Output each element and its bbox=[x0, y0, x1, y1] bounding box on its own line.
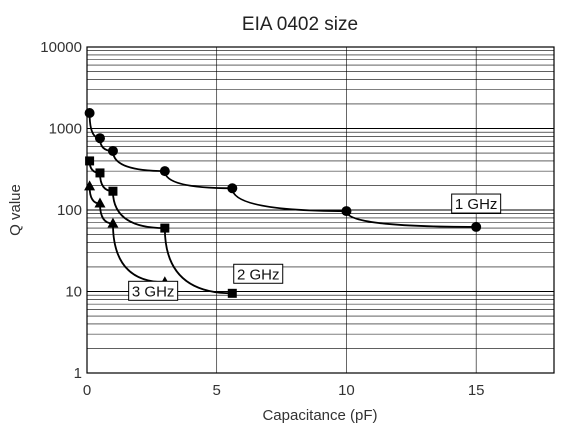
series-1-ghz: 1 GHz bbox=[84, 107, 502, 232]
x-tick-label: 0 bbox=[83, 382, 91, 399]
series-line bbox=[88, 186, 165, 284]
data-point bbox=[471, 221, 482, 232]
data-point bbox=[227, 183, 238, 194]
series-label: 2 GHz bbox=[237, 266, 280, 283]
y-axis-ticks: 1 10 100 1000 10000 bbox=[40, 39, 82, 382]
x-axis-ticks: 0 5 10 15 bbox=[83, 382, 485, 399]
y-axis-label: Q value bbox=[7, 184, 24, 236]
data-point bbox=[85, 156, 95, 166]
series-label-box bbox=[451, 193, 502, 214]
y-tick-label: 10000 bbox=[40, 39, 82, 56]
x-tick-label: 15 bbox=[468, 382, 485, 399]
data-point bbox=[159, 166, 170, 177]
data-point bbox=[95, 168, 105, 178]
data-point bbox=[84, 180, 96, 191]
x-tick-label: 5 bbox=[213, 382, 221, 399]
series-2-ghz: 2 GHz bbox=[85, 156, 284, 298]
y-tick-label: 10 bbox=[65, 284, 82, 301]
data-point bbox=[108, 186, 118, 196]
series-label-box bbox=[233, 263, 284, 284]
plot-frame bbox=[86, 46, 555, 374]
series-label: 1 GHz bbox=[455, 196, 498, 213]
y-tick-label: 1 bbox=[74, 365, 82, 382]
chart-title: EIA 0402 size bbox=[242, 14, 358, 35]
data-point bbox=[160, 223, 170, 233]
series-label: 3 GHz bbox=[132, 283, 175, 300]
y-tick-label: 100 bbox=[57, 202, 82, 219]
data-point bbox=[84, 107, 95, 118]
series-label-box bbox=[128, 280, 179, 301]
series-3-ghz: 3 GHz bbox=[84, 180, 179, 301]
x-axis-label: Capacitance (pF) bbox=[262, 407, 377, 424]
y-tick-label: 1000 bbox=[49, 121, 82, 138]
data-point bbox=[341, 206, 352, 217]
data-point bbox=[94, 133, 105, 144]
x-tick-label: 10 bbox=[338, 382, 355, 399]
data-point bbox=[107, 217, 119, 228]
series-layer: 1 GHz 2 GHz 3 GHz bbox=[84, 107, 502, 301]
data-point bbox=[94, 197, 106, 208]
data-point bbox=[107, 145, 118, 156]
data-point bbox=[227, 288, 237, 298]
